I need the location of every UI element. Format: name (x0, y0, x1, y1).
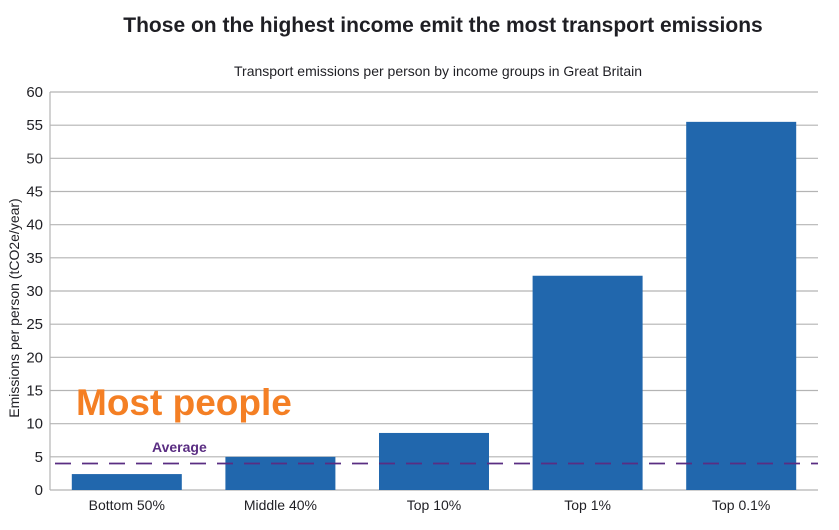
bar (225, 456, 336, 490)
y-tick-label: 50 (26, 150, 43, 167)
bar (532, 275, 643, 490)
y-tick-label: 25 (26, 316, 43, 333)
x-category-label: Top 10% (407, 497, 461, 513)
y-tick-label: 5 (35, 449, 43, 466)
bar (71, 474, 182, 490)
y-tick-label: 60 (26, 84, 43, 101)
y-axis-ticks: 0 5 10 15 20 25 30 35 40 45 50 55 60 (26, 84, 43, 499)
x-category-label: Top 1% (564, 497, 611, 513)
x-category-label: Top 0.1% (712, 497, 770, 513)
y-tick-label: 35 (26, 250, 43, 267)
x-category-label: Middle 40% (244, 497, 317, 513)
y-tick-label: 30 (26, 283, 43, 300)
chart-subtitle: Transport emissions per person by income… (234, 63, 642, 79)
x-category-label: Bottom 50% (89, 497, 165, 513)
y-tick-label: 45 (26, 184, 43, 201)
y-tick-label: 10 (26, 416, 43, 433)
y-tick-label: 40 (26, 217, 43, 234)
bar (686, 121, 797, 490)
bar (379, 432, 489, 490)
gridlines (49, 91, 818, 491)
y-tick-label: 20 (26, 349, 43, 366)
x-axis-categories: Bottom 50% Middle 40% Top 10% Top 1% Top 0.1… (89, 497, 771, 513)
y-tick-label: 55 (26, 117, 43, 134)
most-people-annotation: Most people (76, 382, 292, 423)
bars (71, 121, 797, 490)
y-axis-label: Emissions per person (tCO2e/year) (6, 198, 22, 417)
y-tick-label: 15 (26, 383, 43, 400)
average-label: Average (152, 439, 207, 455)
y-tick-label: 0 (35, 482, 43, 499)
chart-title: Those on the highest income emit the mos… (123, 14, 762, 37)
